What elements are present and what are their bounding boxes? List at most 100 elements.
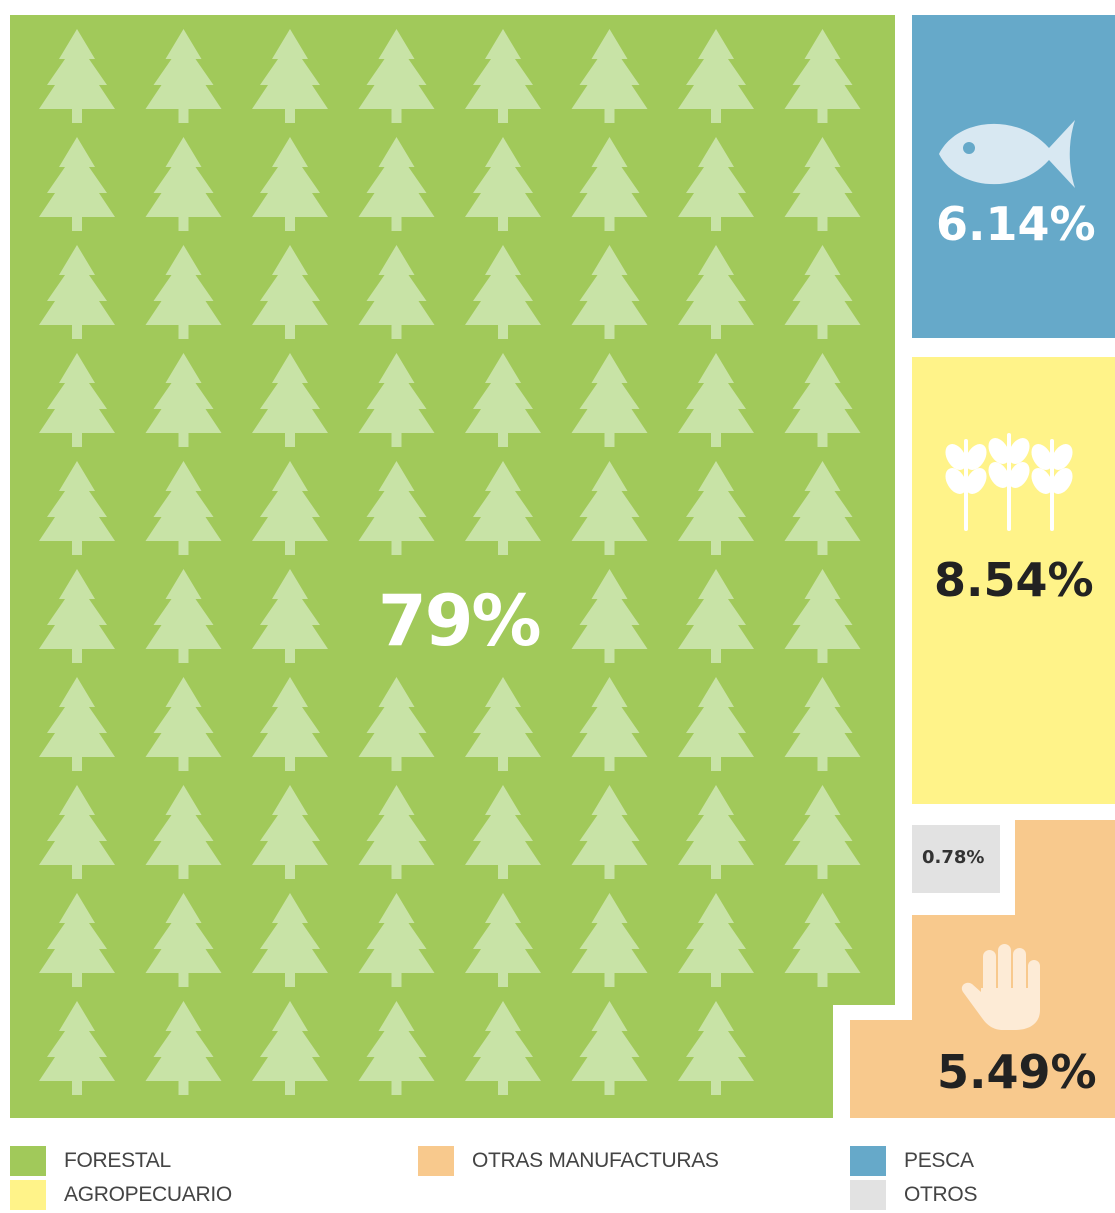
tree-icon [252, 677, 328, 771]
legend-label-otros: OTROS [904, 1183, 978, 1206]
tree-icon [465, 1001, 541, 1095]
tree-icon [784, 29, 861, 123]
tree-icon [571, 29, 648, 123]
tree-icon [145, 137, 222, 231]
tree-icon [39, 785, 115, 879]
agropecuario-tile: 8.54% [912, 357, 1115, 804]
wheat-icon [945, 433, 1073, 531]
forestal-percent-label: 79% [378, 580, 542, 662]
tree-icon [252, 1001, 328, 1095]
tree-icon [358, 137, 435, 231]
tree-icon [678, 461, 754, 555]
tree-icon-grid [39, 29, 861, 1095]
tree-icon [571, 569, 648, 663]
treemap-chart: 79% 6.14% [10, 15, 1115, 1118]
tree-icon [358, 29, 435, 123]
tree-icon [678, 353, 754, 447]
tree-icon [358, 245, 435, 339]
tree-icon [252, 29, 328, 123]
forestal-tile [10, 15, 895, 1118]
tree-icon [252, 353, 328, 447]
tree-icon [252, 785, 328, 879]
tree-icon [678, 569, 754, 663]
tree-icon [39, 677, 115, 771]
legend-label-otras-manufacturas: OTRAS MANUFACTURAS [472, 1149, 719, 1172]
tree-icon [571, 785, 648, 879]
legend-swatch-otras-manufacturas [418, 1146, 454, 1176]
tree-icon [678, 245, 754, 339]
tree-icon [678, 29, 754, 123]
tree-icon [39, 353, 115, 447]
tree-icon [358, 785, 435, 879]
legend-swatch-agropecuario [10, 1180, 46, 1210]
legend-item-agropecuario: AGROPECUARIO [10, 1180, 232, 1210]
tree-icon [571, 245, 648, 339]
tree-icon [358, 893, 435, 987]
legend-label-pesca: PESCA [904, 1149, 974, 1172]
tree-icon [39, 29, 115, 123]
tree-icon [784, 137, 861, 231]
tree-icon [784, 353, 861, 447]
tree-icon [571, 893, 648, 987]
tree-icon [784, 785, 861, 879]
tree-icon [784, 245, 861, 339]
legend: FORESTAL OTRAS MANUFACTURAS PESCA AGROPE… [0, 1140, 1115, 1213]
tree-icon [678, 893, 754, 987]
tree-icon [358, 677, 435, 771]
tree-icon [784, 893, 861, 987]
tree-icon [39, 137, 115, 231]
tree-icon [145, 893, 222, 987]
tree-icon [465, 137, 541, 231]
otras-manufacturas-percent-label: 5.49% [937, 1045, 1097, 1099]
otras-manufacturas-tile [850, 820, 1115, 1118]
legend-label-forestal: FORESTAL [64, 1149, 171, 1172]
otras-manufacturas-shape [850, 820, 1115, 1118]
tree-icon [571, 677, 648, 771]
forestal-shape [10, 15, 895, 1118]
tree-icon [571, 353, 648, 447]
tree-icon [465, 353, 541, 447]
hand-icon [961, 944, 1040, 1030]
tree-icon [678, 677, 754, 771]
pesca-percent-label: 6.14% [936, 197, 1096, 251]
tree-icon [39, 245, 115, 339]
tree-icon [358, 353, 435, 447]
tree-icon [571, 1001, 648, 1095]
tree-icon [39, 1001, 115, 1095]
tree-icon [252, 893, 328, 987]
tree-icon [145, 353, 222, 447]
tree-icon [465, 245, 541, 339]
legend-item-otras-manufacturas: OTRAS MANUFACTURAS [418, 1146, 719, 1176]
legend-label-agropecuario: AGROPECUARIO [64, 1183, 232, 1206]
tree-icon [252, 461, 328, 555]
tree-icon [465, 677, 541, 771]
tree-icon [571, 461, 648, 555]
tree-icon [678, 1001, 754, 1095]
legend-swatch-forestal [10, 1146, 46, 1176]
tree-icon [465, 461, 541, 555]
legend-item-otros: OTROS [850, 1180, 977, 1210]
tree-icon [145, 461, 222, 555]
tree-icon [252, 245, 328, 339]
pesca-tile: 6.14% [912, 15, 1115, 338]
legend-swatch-pesca [850, 1146, 886, 1176]
tree-icon [465, 785, 541, 879]
tree-icon [678, 785, 754, 879]
tree-icon [145, 1001, 222, 1095]
tree-icon [145, 569, 222, 663]
tree-icon [145, 785, 222, 879]
fish-icon [939, 120, 1075, 188]
tree-icon [252, 137, 328, 231]
tree-icon [358, 461, 435, 555]
agropecuario-percent-label: 8.54% [934, 553, 1094, 607]
tree-icon [571, 137, 648, 231]
legend-swatch-otros [850, 1180, 886, 1210]
tree-icon [39, 461, 115, 555]
tree-icon [358, 1001, 435, 1095]
legend-item-forestal: FORESTAL [10, 1146, 171, 1176]
tree-icon [784, 461, 861, 555]
tree-icon [252, 569, 328, 663]
tree-icon [145, 245, 222, 339]
tree-icon [465, 893, 541, 987]
tree-icon [465, 29, 541, 123]
